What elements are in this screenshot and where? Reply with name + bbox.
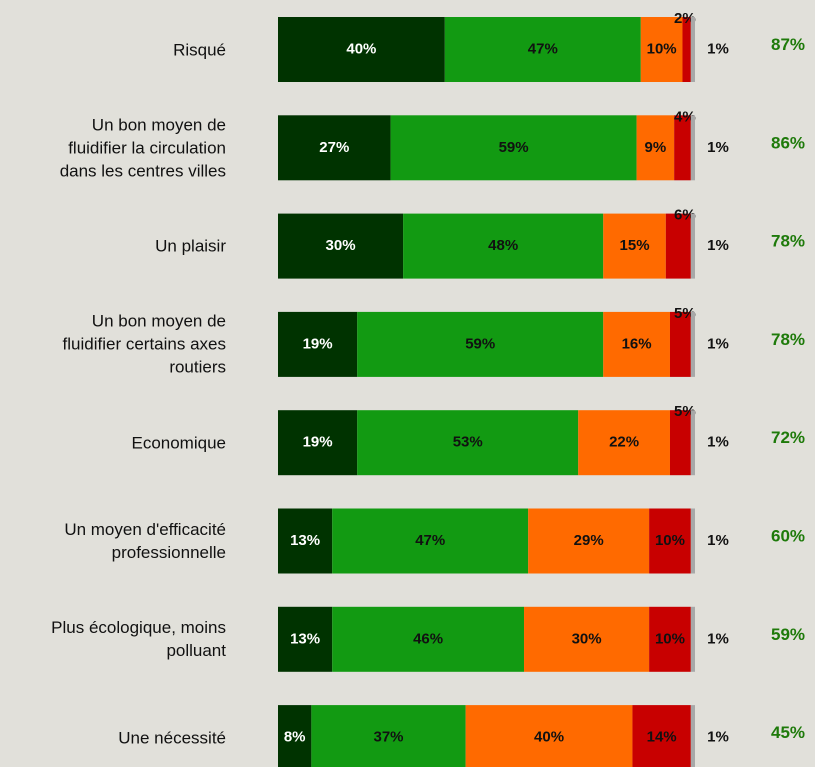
segment-label: 8%: [284, 729, 306, 746]
segment-label: 53%: [453, 434, 483, 451]
segment-label: 16%: [622, 335, 652, 352]
segment-label: 10%: [647, 40, 677, 57]
segment-label: 6%: [674, 207, 696, 224]
segment-label: 1%: [707, 40, 729, 57]
segment-label: 1%: [707, 434, 729, 451]
segment-label: 5%: [674, 403, 696, 420]
bar-segment: [278, 705, 312, 767]
bar-segment: [278, 410, 358, 476]
bar-segment: [682, 17, 691, 82]
segment-label: 40%: [534, 729, 564, 746]
segment-label: 1%: [707, 335, 729, 352]
bar-segment: [332, 606, 525, 672]
bar-segment: [649, 606, 691, 672]
bar-segment: [690, 606, 695, 672]
bar-segment: [278, 606, 333, 672]
bar-segment: [690, 410, 695, 476]
bar-segment: [311, 705, 466, 767]
bar-segment: [640, 17, 683, 82]
segment-label: 47%: [415, 532, 445, 549]
bar-segment: [690, 705, 695, 767]
segment-label: 40%: [346, 40, 376, 57]
bar-segment: [278, 213, 404, 279]
segment-label: 1%: [707, 532, 729, 549]
bar-segment: [357, 410, 579, 476]
bar-segment: [632, 705, 691, 767]
segment-label: 1%: [707, 139, 729, 156]
total-label: 87%: [771, 35, 805, 54]
bar-segment: [278, 17, 445, 82]
segment-label: 30%: [326, 237, 356, 254]
bar-segment: [403, 213, 604, 279]
total-label: 45%: [771, 723, 805, 742]
bar-segment: [674, 115, 691, 181]
category-label: Un plaisir: [155, 236, 226, 256]
bar-segment: [669, 311, 691, 377]
bar-segment: [524, 606, 650, 672]
bar-segment: [690, 311, 695, 377]
segment-label: 5%: [674, 305, 696, 322]
bar-segment: [278, 508, 333, 574]
bar-segment: [332, 508, 529, 574]
segment-label: 9%: [645, 139, 667, 156]
segment-label: 22%: [609, 434, 639, 451]
segment-label: 48%: [488, 237, 518, 254]
bar-segment: [690, 17, 695, 82]
segment-label: 29%: [574, 532, 604, 549]
bar-segment: [465, 705, 633, 767]
total-label: 72%: [771, 428, 805, 447]
segment-label: 1%: [707, 237, 729, 254]
bar-segment: [690, 115, 695, 181]
category-label: Une nécessité: [118, 728, 226, 748]
bar-segment: [390, 115, 637, 181]
bar-segment: [357, 311, 604, 377]
segment-label: 59%: [465, 335, 495, 352]
category-label: Risqué: [173, 40, 226, 59]
category-label: Economique: [131, 433, 226, 453]
segment-label: 10%: [655, 630, 685, 647]
category-label: Un bon moyen de fluidifier la circulatio…: [59, 115, 226, 181]
segment-label: 4%: [674, 108, 696, 125]
segment-label: 14%: [647, 729, 677, 746]
segment-label: 13%: [290, 630, 320, 647]
segment-label: 37%: [373, 729, 403, 746]
segment-label: 47%: [528, 40, 558, 57]
segment-label: 27%: [319, 139, 349, 156]
total-label: 86%: [771, 133, 805, 152]
bar-segment: [578, 410, 670, 476]
segment-label: 13%: [290, 532, 320, 549]
category-label: Un bon moyen de fluidifier certains axes…: [62, 311, 226, 377]
total-label: 78%: [771, 330, 805, 349]
total-label: 59%: [771, 625, 805, 644]
segment-label: 19%: [303, 335, 333, 352]
total-label: 60%: [771, 526, 805, 545]
bar-segment: [278, 115, 391, 181]
segment-label: 59%: [499, 139, 529, 156]
segment-label: 1%: [707, 729, 729, 746]
segment-label: 30%: [572, 630, 602, 647]
segment-label: 46%: [413, 630, 443, 647]
segment-label: 2%: [674, 10, 696, 27]
bar-segment: [278, 311, 358, 377]
bar-segment: [444, 17, 641, 82]
category-label: Un moyen d'efficacité professionnelle: [64, 520, 226, 562]
bar-segment: [528, 508, 650, 574]
bar-segment: [603, 311, 670, 377]
bar-segment: [669, 410, 691, 476]
bar-segment: [636, 115, 675, 181]
bar-segment: [690, 213, 695, 279]
total-label: 78%: [771, 232, 805, 251]
segment-label: 10%: [655, 532, 685, 549]
bar-segment: [665, 213, 691, 279]
segment-label: 1%: [707, 630, 729, 647]
segment-label: 15%: [620, 237, 650, 254]
bar-segment: [649, 508, 691, 574]
segment-label: 19%: [303, 434, 333, 451]
category-label: Plus écologique, moins polluant: [51, 618, 226, 661]
bar-segment: [690, 508, 695, 574]
bar-segment: [603, 213, 666, 279]
